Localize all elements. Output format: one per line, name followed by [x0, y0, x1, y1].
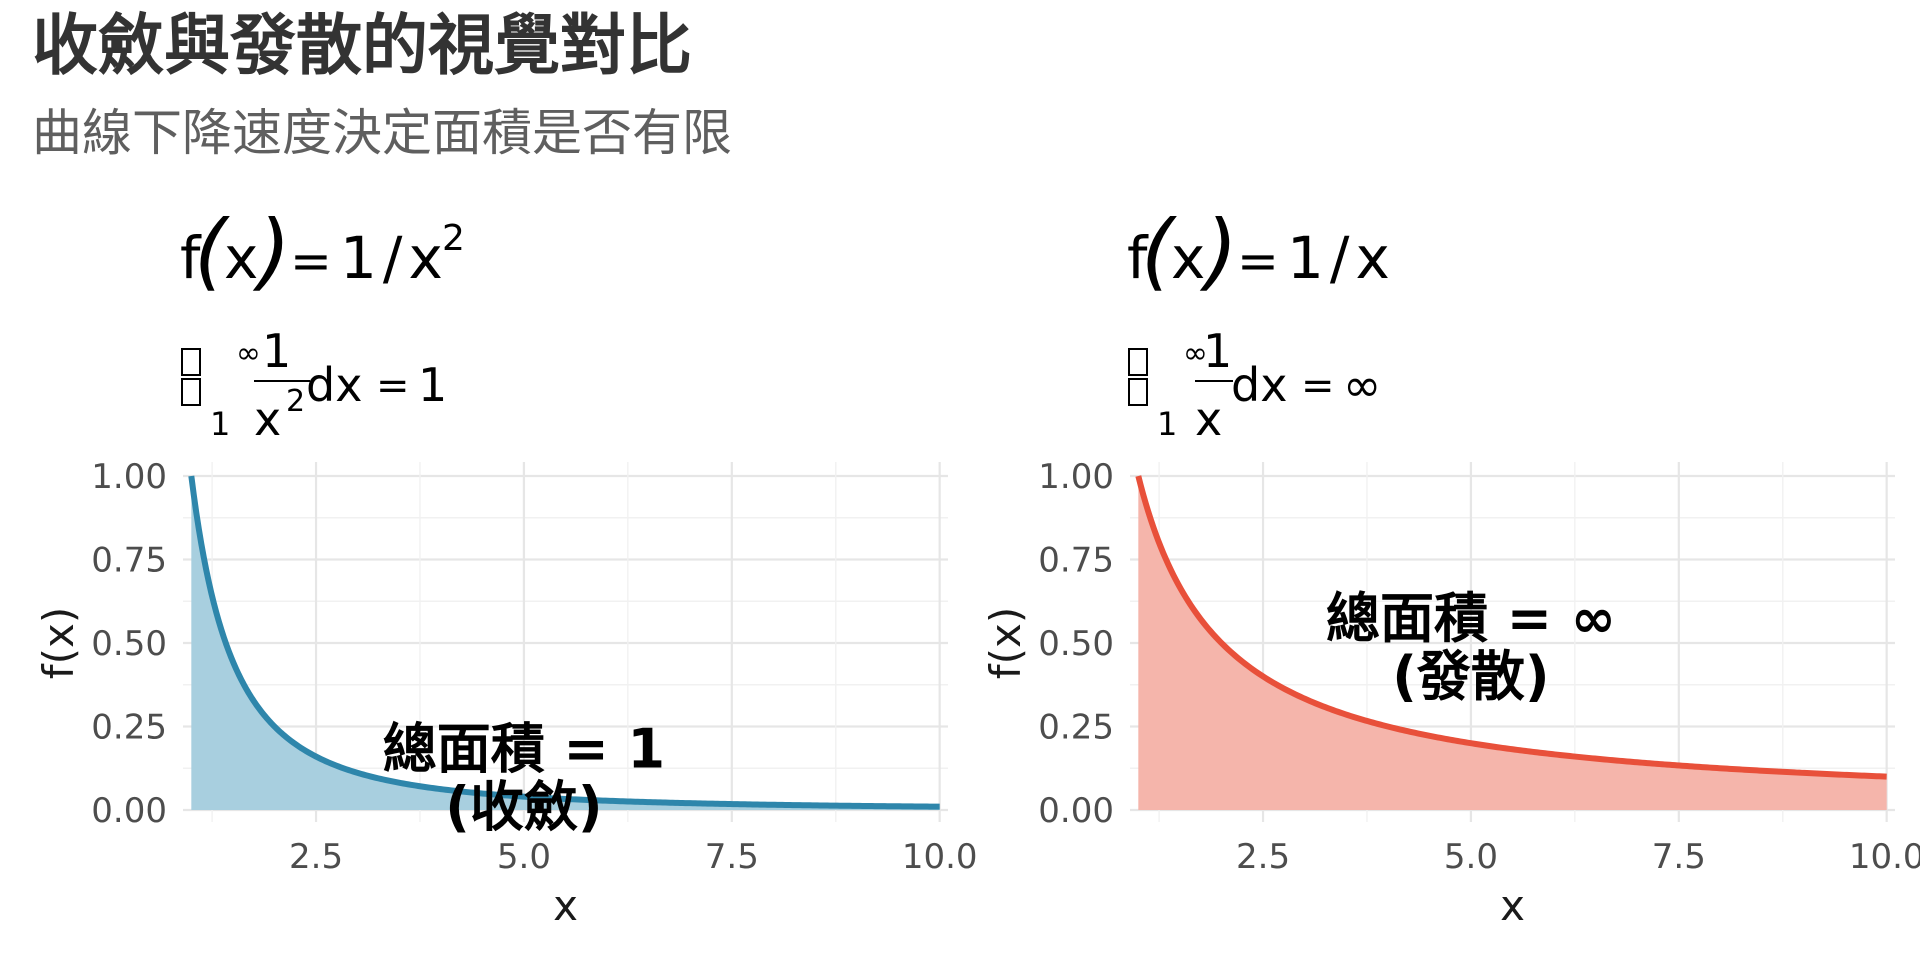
chart-1-x-tick-label: 7.5: [1652, 837, 1706, 877]
chart-0-annotation-line2: (收斂): [445, 775, 602, 838]
chart-1-formula-eq: =: [1237, 232, 1279, 290]
chart-0-integral-lower: 1: [210, 405, 230, 443]
chart-1-x-tick-label: 5.0: [1444, 837, 1498, 877]
chart-0-y-axis-label: f(x): [34, 607, 83, 679]
chart-1-formula-paren-open: (: [1141, 202, 1177, 300]
chart-1-integral-upper: ∞: [1183, 336, 1208, 371]
chart-0-integral-sign-top: [181, 348, 201, 376]
chart-0-integral-denominator: x: [254, 392, 281, 446]
chart-0-x-tick-label: 5.0: [497, 837, 551, 877]
chart-0-annotation-line1: 總面積 = 1: [383, 717, 665, 780]
chart-1-x-tick-label: 2.5: [1236, 837, 1290, 877]
chart-0-integral-result: 1: [418, 358, 447, 412]
chart-0-integral-upper: ∞: [236, 336, 261, 371]
chart-1-y-tick-label: 0.00: [1038, 791, 1114, 831]
chart-1-integral-dx: dx: [1231, 358, 1287, 412]
chart-0-y-tick-label: 0.25: [91, 708, 167, 748]
chart-0-x-axis-label: x: [553, 881, 578, 930]
chart-1-annotation-line1: 總面積 = ∞: [1326, 587, 1616, 650]
chart-1-x-tick-label: 10.0: [1849, 837, 1920, 877]
chart-0-y-tick-label: 1.00: [91, 457, 167, 497]
chart-0-formula-paren-open: (: [194, 202, 230, 300]
chart-0-formula-var: x: [224, 224, 258, 292]
chart-0-integral-sign-bottom: [181, 378, 201, 406]
chart-0-area: [191, 476, 940, 810]
chart-0-formula-exponent: 2: [442, 218, 465, 259]
chart-0-integral-eq: =: [376, 363, 410, 409]
chart-0-curve-line: [188, 475, 941, 810]
chart-0-formula-rhs: 1/x: [340, 224, 449, 292]
chart-1-integral-denominator: x: [1195, 392, 1222, 446]
chart-1-integral-sign-top: [1128, 348, 1148, 376]
chart-1-y-tick-label: 1.00: [1038, 457, 1114, 497]
chart-1-integral-eq: =: [1301, 363, 1335, 409]
panel-convergent: 0.000.250.500.751.002.5 5.0 7.5 10.0xf(x)f(…: [34, 202, 978, 930]
chart-0-x-tick-label: 7.5: [705, 837, 759, 877]
chart-1-area: [1138, 476, 1887, 810]
chart-0-y-tick-label: 0.00: [91, 791, 167, 831]
chart-0-formula-f: f: [180, 224, 202, 292]
chart-0-integral-dx: dx: [306, 358, 362, 412]
chart-0-y-tick-label: 0.75: [91, 541, 167, 581]
chart-1-x-axis-label: x: [1500, 881, 1525, 930]
chart-0-integral-denominator-exp: 2: [286, 384, 305, 419]
chart-1-integral-result: ∞: [1343, 358, 1381, 412]
chart-0-x-tick-label: 10.0: [902, 837, 978, 877]
chart-1-formula-var: x: [1171, 224, 1205, 292]
chart-1-formula-rhs: 1/x: [1287, 224, 1396, 292]
chart-1-formula-f: f: [1127, 224, 1149, 292]
chart-0-y-tick-label: 0.50: [91, 624, 167, 664]
chart-1-y-tick-label: 0.25: [1038, 708, 1114, 748]
chart-1-integral-sign-bottom: [1128, 378, 1148, 406]
chart-1-annotation-line2: (發散): [1392, 645, 1549, 708]
chart-0-formula-eq: =: [290, 232, 332, 290]
chart-1-y-tick-label: 0.50: [1038, 624, 1114, 664]
chart-1-integral-numerator: 1: [1203, 324, 1232, 378]
chart-0-formula-paren-close: ): [252, 202, 291, 300]
chart-0-integral-numerator: 1: [262, 324, 291, 378]
chart-1-formula-paren-close: ): [1199, 202, 1238, 300]
chart-1-integral-lower: 1: [1157, 405, 1177, 443]
chart-1-y-axis-label: f(x): [981, 607, 1030, 679]
chart-title: 收斂與發散的視覺對比: [32, 7, 692, 84]
panel-divergent: 0.000.250.500.751.002.5 5.0 7.5 10.0xf(x)f(…: [981, 202, 1920, 930]
chart-0-x-tick-label: 2.5: [289, 837, 343, 877]
chart-subtitle: 曲線下降速度決定面積是否有限: [32, 104, 732, 162]
chart-1-y-tick-label: 0.75: [1038, 541, 1114, 581]
chart-1-curve-line: [1135, 475, 1888, 780]
